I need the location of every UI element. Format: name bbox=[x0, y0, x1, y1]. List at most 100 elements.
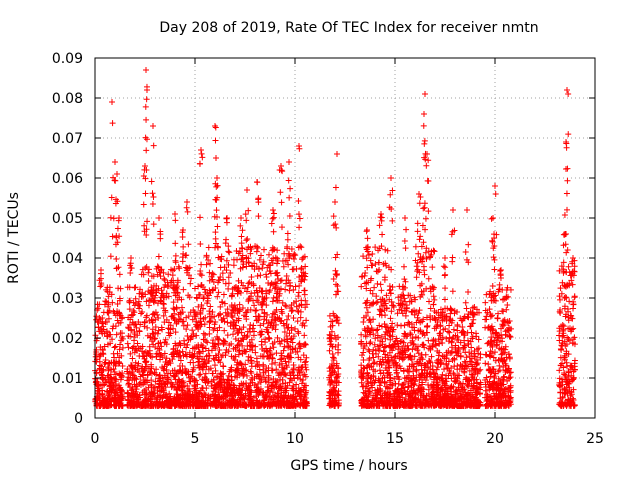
data-point bbox=[423, 285, 430, 292]
data-point bbox=[402, 351, 409, 358]
data-point bbox=[145, 288, 152, 295]
data-point bbox=[256, 256, 263, 263]
data-point bbox=[371, 341, 378, 348]
data-point bbox=[436, 330, 443, 337]
data-point bbox=[366, 348, 373, 355]
data-point bbox=[406, 353, 413, 360]
data-point bbox=[463, 354, 470, 361]
data-point bbox=[440, 326, 447, 333]
data-point bbox=[146, 343, 153, 350]
data-point bbox=[407, 376, 414, 383]
data-point bbox=[250, 322, 257, 329]
data-point bbox=[300, 272, 307, 279]
data-point bbox=[272, 279, 279, 286]
data-point bbox=[202, 379, 209, 386]
data-point bbox=[131, 376, 138, 383]
data-point bbox=[235, 337, 242, 344]
data-point bbox=[163, 294, 170, 301]
data-point bbox=[99, 391, 106, 398]
data-point bbox=[245, 383, 252, 390]
data-point bbox=[303, 354, 310, 361]
data-point bbox=[93, 316, 100, 323]
data-point bbox=[130, 393, 137, 400]
data-point bbox=[144, 87, 150, 93]
data-point bbox=[111, 344, 118, 351]
data-point bbox=[414, 314, 421, 321]
data-point bbox=[372, 395, 379, 402]
data-point bbox=[154, 330, 161, 337]
data-point bbox=[431, 248, 438, 255]
data-point bbox=[386, 332, 393, 339]
data-point bbox=[407, 352, 414, 359]
data-point bbox=[441, 366, 448, 373]
data-point bbox=[420, 239, 427, 246]
data-point bbox=[421, 137, 428, 144]
data-point bbox=[111, 354, 118, 361]
data-point bbox=[225, 280, 232, 287]
data-point bbox=[441, 402, 448, 409]
data-point bbox=[424, 360, 431, 367]
data-point bbox=[482, 360, 489, 367]
data-point bbox=[143, 136, 150, 143]
data-point bbox=[278, 199, 285, 206]
data-point bbox=[389, 381, 396, 388]
data-point bbox=[243, 288, 250, 295]
data-point bbox=[136, 290, 143, 297]
data-point bbox=[501, 402, 508, 409]
data-point bbox=[457, 402, 464, 409]
data-point bbox=[417, 254, 424, 261]
data-point bbox=[221, 300, 228, 307]
data-point bbox=[153, 282, 160, 289]
data-point bbox=[253, 307, 260, 314]
data-point bbox=[386, 391, 393, 398]
data-point bbox=[387, 333, 394, 340]
data-point bbox=[228, 340, 235, 347]
data-point bbox=[287, 282, 294, 289]
data-point bbox=[215, 340, 222, 347]
data-point bbox=[149, 402, 156, 409]
data-point bbox=[282, 358, 289, 365]
data-point bbox=[500, 322, 507, 329]
data-point bbox=[493, 395, 500, 402]
data-point bbox=[167, 279, 174, 286]
data-point bbox=[423, 162, 430, 169]
data-point bbox=[396, 363, 403, 370]
data-point bbox=[381, 298, 388, 305]
data-point bbox=[289, 368, 296, 375]
data-point bbox=[149, 201, 156, 208]
data-point bbox=[96, 352, 103, 359]
data-point bbox=[447, 305, 454, 312]
data-point bbox=[283, 303, 290, 310]
data-point bbox=[212, 284, 219, 291]
data-point bbox=[150, 142, 157, 149]
data-point bbox=[496, 367, 503, 374]
data-point bbox=[445, 372, 452, 379]
data-point bbox=[451, 356, 458, 363]
data-point bbox=[370, 372, 377, 379]
data-point bbox=[471, 365, 478, 372]
data-point bbox=[378, 211, 384, 217]
data-point bbox=[161, 275, 168, 282]
data-point bbox=[463, 398, 470, 405]
data-point bbox=[281, 355, 288, 362]
data-point bbox=[373, 327, 380, 334]
data-point bbox=[264, 353, 271, 360]
data-point bbox=[199, 403, 206, 409]
data-point bbox=[364, 235, 371, 242]
data-point bbox=[165, 319, 172, 326]
data-point bbox=[265, 279, 272, 286]
data-point bbox=[401, 295, 408, 302]
data-point bbox=[172, 211, 178, 217]
data-point bbox=[124, 377, 131, 384]
data-point bbox=[148, 370, 155, 377]
data-point bbox=[445, 338, 452, 345]
data-point bbox=[278, 397, 285, 404]
data-point bbox=[394, 362, 401, 369]
data-point bbox=[118, 393, 125, 400]
data-point bbox=[189, 327, 196, 334]
data-point bbox=[248, 274, 255, 281]
data-point bbox=[197, 214, 204, 221]
data-point bbox=[136, 305, 143, 312]
data-point bbox=[150, 386, 157, 393]
data-point bbox=[270, 207, 276, 213]
